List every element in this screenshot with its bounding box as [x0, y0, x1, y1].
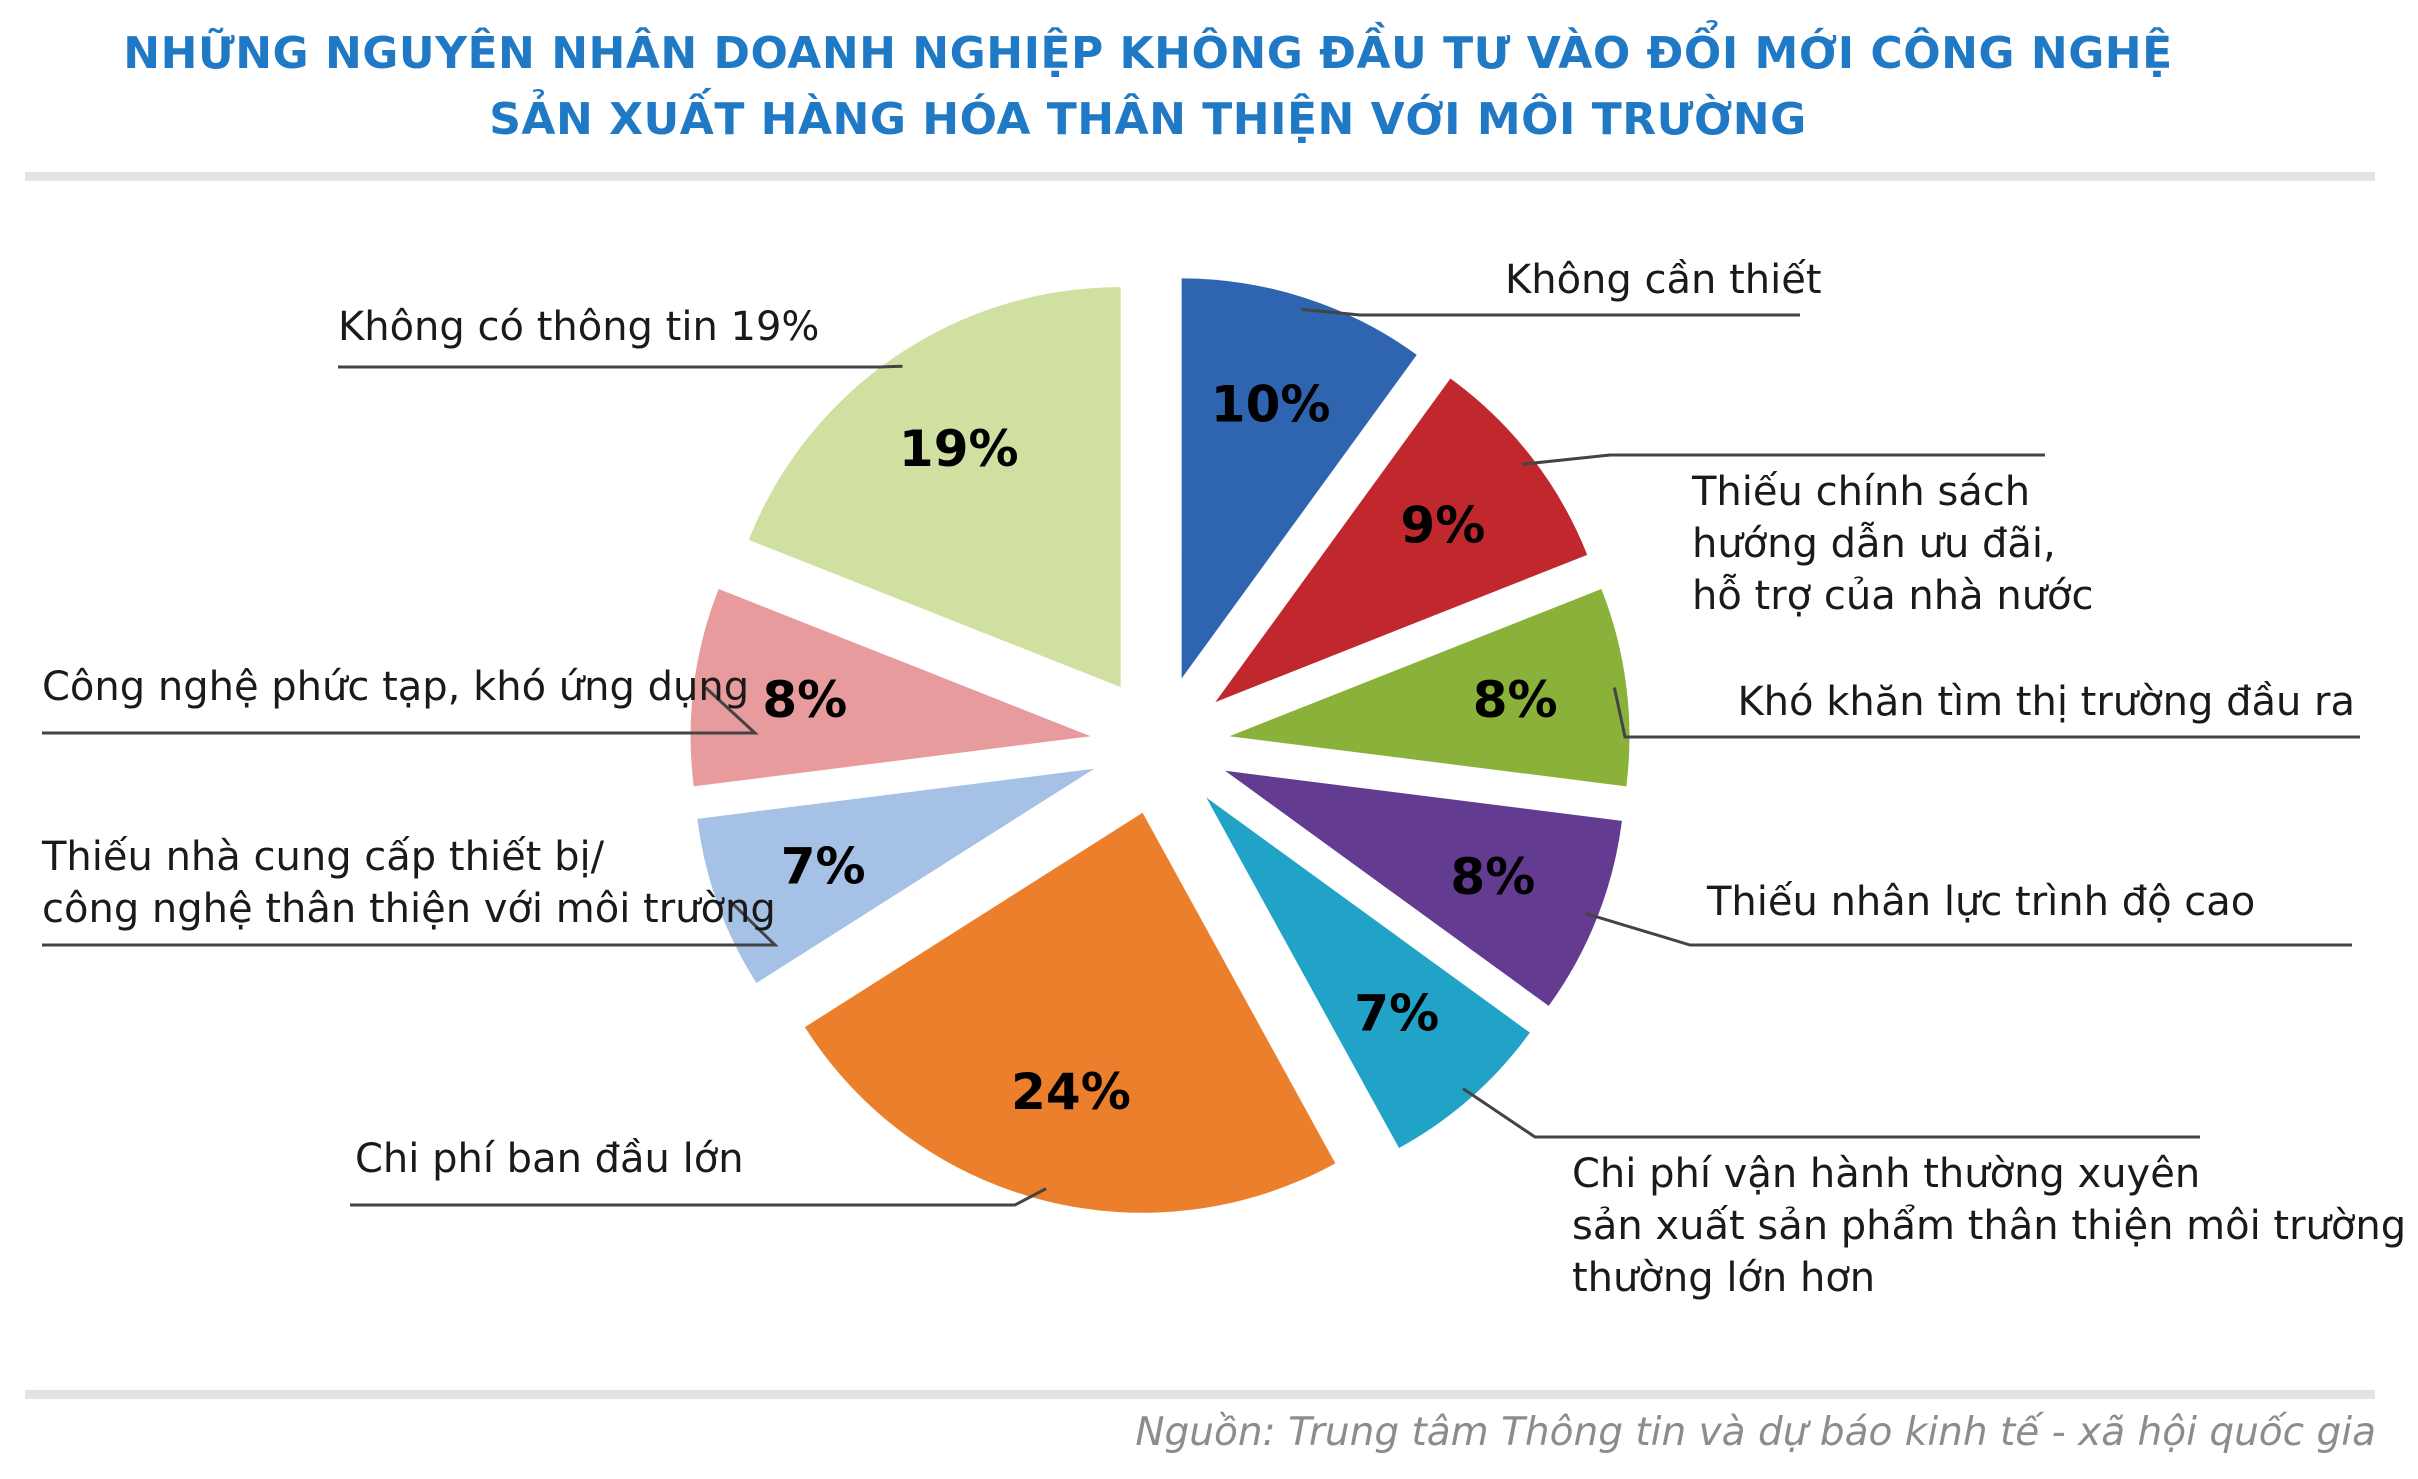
slice-category-label-8: Công nghệ phức tạp, khó ứng dụng — [42, 664, 749, 710]
slice-category-label-9: Không có thông tin 19% — [338, 304, 819, 350]
chart-title-line-1: NHỮNG NGUYÊN NHÂN DOANH NGHIỆP KHÔNG ĐẦU… — [123, 28, 2173, 79]
slice-value-label-9: 19% — [899, 420, 1019, 478]
pie-slice-1 — [1181, 278, 1417, 679]
leader-line-4 — [1585, 912, 2352, 947]
leader-line-8 — [42, 686, 759, 735]
pie-slice-6 — [804, 812, 1336, 1213]
slice-category-label-1: Không cần thiết — [1505, 257, 1822, 303]
slice-category-label-4: Thiếu nhân lực trình độ cao — [1706, 879, 2255, 925]
leader-line-2 — [1521, 453, 2045, 466]
leader-line-5 — [1462, 1087, 2200, 1139]
pie-slice-3 — [1229, 588, 1630, 787]
slice-category-label-3: Khó khăn tìm thị trường đầu ra — [1737, 679, 2355, 725]
source-note: Nguồn: Trung tâm Thông tin và dự báo kin… — [1135, 1410, 2376, 1455]
slice-value-label-2: 9% — [1400, 497, 1485, 555]
slice-value-label-8: 8% — [762, 671, 847, 729]
slice-value-label-3: 8% — [1473, 671, 1558, 729]
slice-category-label-6: Chi phí ban đầu lớn — [355, 1136, 744, 1182]
leader-line-6 — [350, 1187, 1047, 1207]
pie-slice-4 — [1225, 770, 1622, 1006]
leader-line-7 — [42, 899, 779, 947]
slice-category-label-2: Thiếu chính sách hướng dẫn ưu đãi, hỗ trợ … — [1691, 469, 2094, 619]
leader-line-9 — [338, 364, 903, 369]
pie-slice-7 — [697, 768, 1095, 984]
pie-slice-9 — [748, 287, 1121, 688]
bottom-divider — [25, 1390, 2375, 1399]
leader-line-1 — [1301, 307, 1800, 317]
slice-value-label-6: 24% — [1011, 1063, 1131, 1121]
slice-category-label-5: Chi phí vận hành thường xuyên sản xuất sả… — [1572, 1151, 2406, 1301]
slice-value-label-1: 10% — [1211, 376, 1331, 434]
chart-title-line-2: SẢN XUẤT HÀNG HÓA THÂN THIỆN VỚI MÔI TRƯ… — [489, 94, 1807, 145]
slice-category-label-7: Thiếu nhà cung cấp thiết bị/công nghệ th… — [41, 834, 776, 932]
top-divider — [25, 172, 2375, 181]
pie-slice-5 — [1206, 797, 1530, 1149]
pie-slice-2 — [1215, 378, 1588, 703]
pie-slice-8 — [690, 588, 1091, 787]
slice-value-label-7: 7% — [781, 837, 866, 895]
slice-value-label-4: 8% — [1450, 848, 1535, 906]
leader-line-3 — [1612, 687, 2360, 739]
slice-value-label-5: 7% — [1354, 985, 1439, 1043]
